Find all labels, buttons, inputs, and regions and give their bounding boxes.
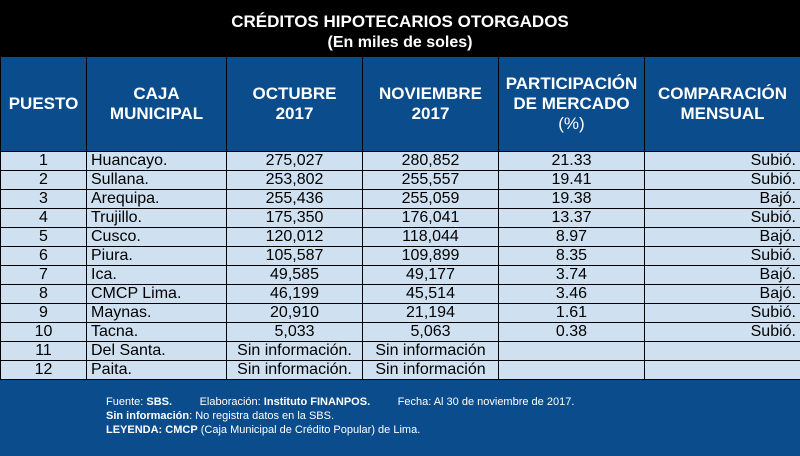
cell-octubre: Sin información. (226, 360, 363, 380)
cell-puesto: 6 (0, 246, 87, 266)
cell-puesto: 12 (0, 360, 87, 380)
cell-comparacion: Subió. (644, 170, 800, 190)
cell-octubre: 120,012 (226, 227, 363, 247)
cell-puesto: 7 (0, 265, 87, 285)
cell-caja: Maynas. (86, 303, 227, 323)
cell-participacion: 3.46 (498, 284, 645, 304)
header-caja-municipal: CAJA MUNICIPAL (86, 56, 227, 152)
table-row: 3 Arequipa. 255,436 255,059 19.38 Bajó. (0, 189, 800, 209)
cell-caja: Tacna. (86, 322, 227, 342)
cell-comparacion: Bajó. (644, 189, 800, 209)
table-row: 4 Trujillo. 175,350 176,041 13.37 Subió. (0, 208, 800, 228)
footer-notes: Fuente: SBS. Elaboración: Instituto FINA… (0, 384, 800, 456)
cell-participacion: 19.41 (498, 170, 645, 190)
cell-comparacion: Subió. (644, 322, 800, 342)
header-noviembre: NOVIEMBRE 2017 (362, 56, 499, 152)
table-row: 9 Maynas. 20,910 21,194 1.61 Subió. (0, 303, 800, 323)
table-row: 5 Cusco. 120,012 118,044 8.97 Bajó. (0, 227, 800, 247)
cell-caja: Piura. (86, 246, 227, 266)
cell-comparacion: Bajó. (644, 265, 800, 285)
cell-caja: Del Santa. (86, 341, 227, 361)
header-comparacion: COMPARACIÓN MENSUAL (644, 56, 800, 152)
page-title: CRÉDITOS HIPOTECARIOS OTORGADOS (231, 12, 569, 31)
cell-puesto: 4 (0, 208, 87, 228)
cell-puesto: 3 (0, 189, 87, 209)
cell-participacion: 8.97 (498, 227, 645, 247)
table-row: 7 Ica. 49,585 49,177 3.74 Bajó. (0, 265, 800, 285)
cell-noviembre: Sin información (362, 341, 499, 361)
footer-source-line: Fuente: SBS. Elaboración: Instituto FINA… (106, 396, 575, 408)
cell-noviembre: 255,059 (362, 189, 499, 209)
cell-participacion (498, 360, 645, 380)
cell-noviembre: 118,044 (362, 227, 499, 247)
cell-noviembre: 176,041 (362, 208, 499, 228)
cell-noviembre: 49,177 (362, 265, 499, 285)
cell-octubre: Sin información. (226, 341, 363, 361)
cell-caja: CMCP Lima. (86, 284, 227, 304)
cell-caja: Ica. (86, 265, 227, 285)
cell-comparacion: Bajó. (644, 227, 800, 247)
cell-participacion: 0.38 (498, 322, 645, 342)
cell-participacion: 19.38 (498, 189, 645, 209)
cell-comparacion: Bajó. (644, 284, 800, 304)
cell-caja: Sullana. (86, 170, 227, 190)
cell-octubre: 46,199 (226, 284, 363, 304)
header-octubre: OCTUBRE 2017 (226, 56, 363, 152)
cell-puesto: 2 (0, 170, 87, 190)
cell-octubre: 20,910 (226, 303, 363, 323)
cell-octubre: 49,585 (226, 265, 363, 285)
cell-participacion: 1.61 (498, 303, 645, 323)
cell-noviembre: 109,899 (362, 246, 499, 266)
cell-noviembre: Sin información (362, 360, 499, 380)
cell-puesto: 1 (0, 151, 87, 171)
cell-caja: Huancayo. (86, 151, 227, 171)
cell-comparacion: Subió. (644, 208, 800, 228)
credits-table: PUESTO CAJA MUNICIPAL OCTUBRE 2017 NOVIEMB… (0, 56, 800, 380)
cell-noviembre: 280,852 (362, 151, 499, 171)
cell-octubre: 275,027 (226, 151, 363, 171)
cell-participacion: 3.74 (498, 265, 645, 285)
cell-noviembre: 5,063 (362, 322, 499, 342)
cell-puesto: 9 (0, 303, 87, 323)
cell-caja: Arequipa. (86, 189, 227, 209)
table-row: 1 Huancayo. 275,027 280,852 21.33 Subió. (0, 151, 800, 171)
cell-octubre: 105,587 (226, 246, 363, 266)
cell-octubre: 5,033 (226, 322, 363, 342)
cell-noviembre: 255,557 (362, 170, 499, 190)
cell-octubre: 175,350 (226, 208, 363, 228)
cell-comparacion (644, 360, 800, 380)
cell-comparacion: Subió. (644, 303, 800, 323)
table-row: 8 CMCP Lima. 46,199 45,514 3.46 Bajó. (0, 284, 800, 304)
page-subtitle: (En miles de soles) (327, 34, 473, 51)
cell-puesto: 8 (0, 284, 87, 304)
cell-puesto: 11 (0, 341, 87, 361)
cell-noviembre: 21,194 (362, 303, 499, 323)
cell-participacion: 21.33 (498, 151, 645, 171)
title-block: CRÉDITOS HIPOTECARIOS OTORGADOS (En mile… (0, 0, 800, 56)
cell-octubre: 253,802 (226, 170, 363, 190)
cell-puesto: 5 (0, 227, 87, 247)
footer-legend-line: LEYENDA: CMCP (Caja Municipal de Crédito… (106, 424, 421, 436)
table-row: 2 Sullana. 253,802 255,557 19.41 Subió. (0, 170, 800, 190)
table-row: 12 Paita. Sin información. Sin información (0, 360, 800, 380)
cell-comparacion: Subió. (644, 246, 800, 266)
table-row: 10 Tacna. 5,033 5,063 0.38 Subió. (0, 322, 800, 342)
header-puesto: PUESTO (0, 56, 87, 152)
header-participacion: PARTICIPACIÓN DE MERCADO (%) (498, 56, 645, 152)
cell-caja: Trujillo. (86, 208, 227, 228)
cell-puesto: 10 (0, 322, 87, 342)
cell-participacion: 13.37 (498, 208, 645, 228)
cell-octubre: 255,436 (226, 189, 363, 209)
cell-participacion (498, 341, 645, 361)
cell-comparacion: Subió. (644, 151, 800, 171)
cell-noviembre: 45,514 (362, 284, 499, 304)
cell-caja: Paita. (86, 360, 227, 380)
footer-sininfo-line: Sin información: No registra datos en la… (106, 410, 335, 422)
table-row: 11 Del Santa. Sin información. Sin informac… (0, 341, 800, 361)
cell-participacion: 8.35 (498, 246, 645, 266)
cell-caja: Cusco. (86, 227, 227, 247)
table-row: 6 Piura. 105,587 109,899 8.35 Subió. (0, 246, 800, 266)
table-header-row: PUESTO CAJA MUNICIPAL OCTUBRE 2017 NOVIEMB… (0, 56, 800, 152)
cell-comparacion (644, 341, 800, 361)
